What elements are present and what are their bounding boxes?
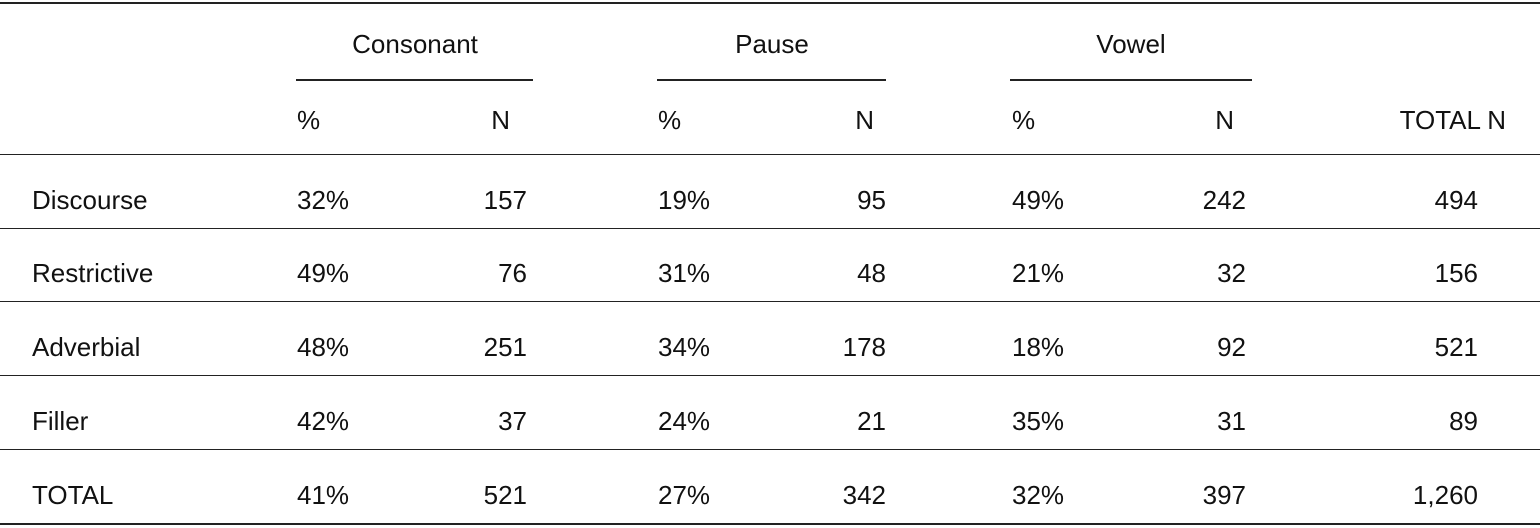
cell: 21% <box>1012 258 1065 288</box>
cell: 32 <box>1217 258 1246 288</box>
row-label: Filler <box>32 406 89 436</box>
cell: 494 <box>1434 185 1478 215</box>
cell: 21 <box>857 406 886 436</box>
rule-header <box>0 154 1540 155</box>
cell: 24% <box>658 406 711 436</box>
cell: 397 <box>1202 480 1246 510</box>
sub-header: N <box>855 105 874 135</box>
sub-header: TOTAL N <box>1399 105 1506 135</box>
cell: 342 <box>842 480 886 510</box>
row-rule <box>0 301 1540 302</box>
cell: 95 <box>857 185 886 215</box>
cell: 49% <box>297 258 350 288</box>
group-header: Pause <box>735 29 809 59</box>
cell: 157 <box>483 185 527 215</box>
sub-header: % <box>658 105 682 135</box>
row-rule <box>0 228 1540 229</box>
cell: 34% <box>658 332 711 362</box>
cell: 32% <box>1012 480 1065 510</box>
cell: 178 <box>842 332 886 362</box>
cell: 32% <box>297 185 350 215</box>
group-rule <box>1010 79 1252 81</box>
cell: 18% <box>1012 332 1065 362</box>
cell: 27% <box>658 480 711 510</box>
cell: 521 <box>1434 332 1478 362</box>
cell: 89 <box>1449 406 1478 436</box>
cell: 156 <box>1434 258 1478 288</box>
cell: 521 <box>483 480 527 510</box>
cell: 242 <box>1202 185 1246 215</box>
rule-bottom <box>0 523 1540 525</box>
cell: 251 <box>483 332 527 362</box>
cell: 31 <box>1217 406 1246 436</box>
row-label: TOTAL <box>32 480 114 510</box>
rule-top <box>0 2 1540 4</box>
cell: 48 <box>857 258 886 288</box>
row-label: Restrictive <box>32 258 154 288</box>
group-rule <box>657 79 886 81</box>
sub-header: % <box>1012 105 1036 135</box>
row-label: Adverbial <box>32 332 141 362</box>
cell: 41% <box>297 480 350 510</box>
group-header: Consonant <box>352 29 478 59</box>
cell: 37 <box>498 406 527 436</box>
cell: 35% <box>1012 406 1065 436</box>
sub-header: % <box>297 105 321 135</box>
cell: 92 <box>1217 332 1246 362</box>
sub-header: N <box>491 105 510 135</box>
group-header: Vowel <box>1096 29 1166 59</box>
row-label: Discourse <box>32 185 148 215</box>
cell: 31% <box>658 258 711 288</box>
row-rule <box>0 449 1540 450</box>
sub-header: N <box>1215 105 1234 135</box>
cell: 49% <box>1012 185 1065 215</box>
cell: 76 <box>498 258 527 288</box>
cell: 1,260 <box>1412 480 1478 510</box>
group-rule <box>296 79 533 81</box>
cell: 48% <box>297 332 350 362</box>
cell: 19% <box>658 185 711 215</box>
row-rule <box>0 375 1540 376</box>
cell: 42% <box>297 406 350 436</box>
